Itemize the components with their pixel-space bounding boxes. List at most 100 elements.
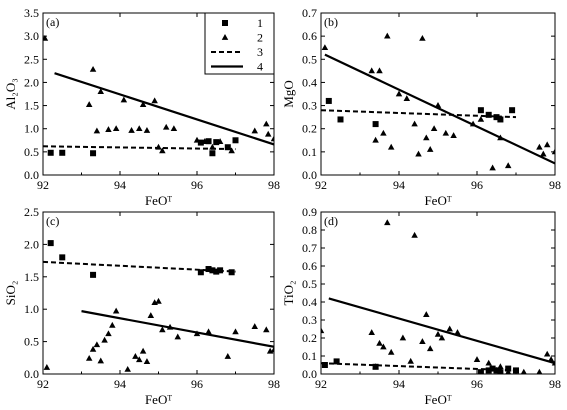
x-tick-label: 96 [191, 377, 203, 391]
data-point-triangle [438, 334, 446, 341]
y-tick-label: 0.6 [302, 29, 317, 43]
data-point-triangle [112, 125, 120, 132]
data-point-triangle [174, 333, 181, 340]
y-tick-label: 0.7 [302, 241, 317, 255]
panel-label: (d) [324, 214, 338, 228]
y-tick-label: 0.3 [302, 313, 317, 327]
data-point-triangle [136, 356, 143, 363]
trend-line-series-1 [321, 109, 517, 119]
x-tick-label: 92 [37, 377, 49, 391]
legend-label: 3 [257, 45, 263, 59]
data-point-triangle [477, 115, 485, 122]
data-point-triangle [426, 345, 434, 352]
data-point-square [493, 367, 500, 374]
y-tick-label: 0.5 [24, 335, 39, 349]
data-point-triangle [205, 328, 212, 335]
data-point-triangle [489, 164, 496, 171]
data-point-triangle [228, 147, 235, 154]
data-point-triangle [112, 307, 120, 314]
x-tick-label: 94 [114, 178, 126, 192]
data-point-triangle [93, 127, 101, 134]
data-point-square [509, 107, 516, 114]
data-point-triangle [372, 136, 379, 143]
data-point-triangle [504, 162, 512, 169]
data-point-triangle [454, 329, 461, 335]
data-point-triangle [93, 341, 101, 348]
y-tick-label: 0.1 [302, 349, 317, 363]
y-tick-label: 0.6 [302, 259, 317, 273]
y-tick-label: 0.5 [302, 52, 317, 66]
data-point-square [59, 254, 66, 261]
data-point-triangle [193, 330, 201, 337]
data-point-triangle [376, 67, 383, 74]
y-axis-label: TiO₂ [281, 280, 296, 305]
data-point-square [217, 267, 224, 274]
y-tick-label: 1.0 [24, 302, 39, 316]
panel-label: (b) [324, 15, 338, 29]
chart-panel: 92 94 96 98 0.0 0.5 1.0 1.5 2.0 2.5 (c) FeOᵀ SiO₂ [3, 205, 280, 407]
chart-panel: 92 94 96 98 0.0 0.1 0.2 0.3 0.4 0.5 0.6 0.7 0.8 0.9 (d… [281, 205, 561, 407]
data-point-square [325, 97, 332, 104]
data-point-triangle [139, 347, 147, 354]
y-tick-label: 0.5 [24, 145, 39, 159]
x-tick-label: 98 [268, 178, 280, 192]
data-point-triangle [551, 359, 555, 366]
data-point-triangle [270, 346, 274, 353]
data-point-triangle [162, 123, 170, 130]
data-point-triangle [368, 329, 375, 335]
data-point-triangle [147, 312, 155, 319]
data-point-square [213, 268, 220, 275]
y-tick-label: 1.5 [24, 99, 39, 113]
y-tick-label: 0.9 [302, 205, 317, 219]
data-point-square [372, 121, 379, 128]
legend-triangle-marker [221, 33, 229, 40]
data-point-triangle [264, 130, 272, 137]
data-point-triangle [124, 365, 131, 372]
data-point-square [497, 369, 504, 374]
data-point-triangle [43, 34, 49, 41]
y-tick-label: 0.1 [302, 145, 317, 159]
y-tick-label: 0.8 [302, 223, 317, 237]
data-point-triangle [547, 356, 555, 362]
data-point-triangle [415, 150, 422, 157]
x-tick-label: 98 [268, 377, 280, 391]
data-point-triangle [520, 368, 527, 374]
data-point-square [213, 139, 220, 146]
data-point-triangle [423, 134, 430, 141]
data-point-square [485, 111, 492, 118]
trend-line-series-2 [328, 297, 555, 365]
y-tick-label: 0.4 [302, 295, 317, 309]
y-tick-label: 0.0 [302, 367, 317, 381]
data-point-triangle [105, 126, 112, 132]
data-point-triangle [384, 32, 391, 39]
data-point-triangle [155, 297, 162, 304]
x-tick-label: 98 [549, 377, 561, 391]
data-point-triangle [368, 67, 375, 74]
plot-frame [42, 211, 275, 375]
data-point-triangle [434, 102, 442, 108]
data-point-triangle [263, 120, 270, 127]
data-point-triangle [151, 97, 158, 104]
data-point-triangle [434, 330, 442, 337]
data-point-triangle [543, 141, 551, 148]
legend-label: 1 [257, 16, 263, 30]
data-point-triangle [399, 334, 407, 341]
data-point-triangle [143, 127, 151, 133]
marks [321, 32, 555, 171]
data-point-triangle [159, 147, 166, 154]
x-tick-label: 94 [393, 178, 405, 192]
data-point-triangle [159, 326, 166, 333]
data-point-square [209, 150, 216, 157]
data-point-triangle [450, 132, 457, 138]
y-tick-label: 3.0 [24, 29, 39, 43]
data-point-triangle [403, 95, 411, 101]
data-point-triangle [411, 231, 418, 238]
marks [43, 240, 274, 372]
data-point-triangle [540, 150, 547, 157]
trend-line-series-2 [81, 310, 274, 348]
data-point-square [505, 365, 512, 372]
data-point-triangle [419, 338, 426, 344]
x-tick-label: 98 [549, 178, 561, 192]
x-tick-label: 94 [114, 377, 126, 391]
